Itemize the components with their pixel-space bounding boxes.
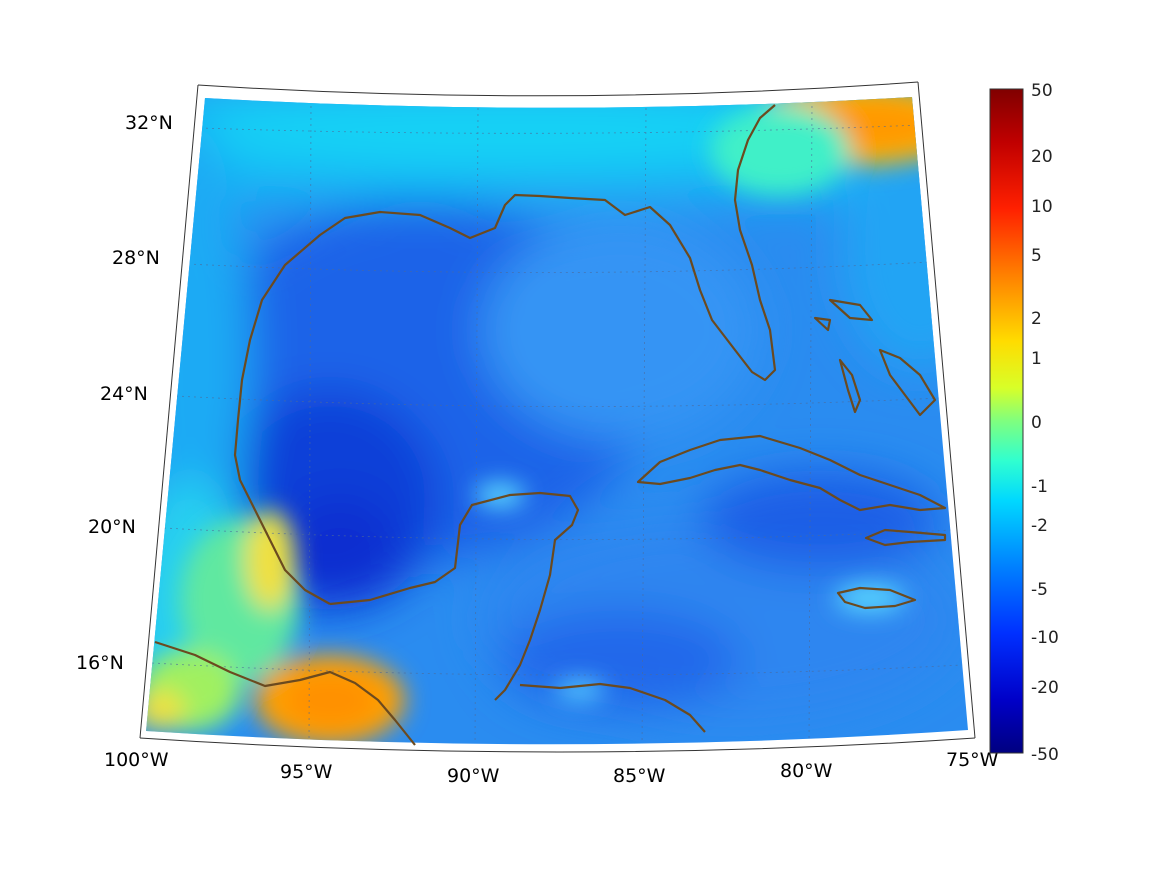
colorbar-label: -5 [1031, 580, 1048, 600]
lat-label-32: 32°N [125, 112, 173, 134]
lon-label-95: 95°W [280, 761, 333, 783]
lat-label-28: 28°N [112, 247, 160, 269]
colorbar-label: 1 [1031, 349, 1042, 369]
colorbar-label: -10 [1031, 628, 1059, 648]
colorbar-label: -2 [1031, 516, 1048, 536]
colorbar-label: 20 [1031, 147, 1053, 167]
graticule [151, 99, 963, 745]
colorbar-label: 2 [1031, 309, 1042, 329]
colorbar-label: -1 [1031, 477, 1048, 497]
map-outer-frame [139, 81, 976, 753]
heatmap-field [146, 97, 968, 745]
lat-label-24: 24°N [100, 383, 148, 405]
lon-tick-labels: 100°W 95°W 90°W 85°W 80°W 75°W [104, 749, 999, 787]
lon-label-90: 90°W [447, 765, 500, 787]
colorbar-label: 0 [1031, 413, 1042, 433]
colorbar-label: 50 [1031, 81, 1053, 101]
colorbar-gradient [989, 88, 1024, 754]
lat-label-16: 16°N [76, 652, 124, 674]
lon-label-100: 100°W [104, 749, 169, 771]
colorbar-label: -50 [1031, 745, 1059, 765]
lon-label-85: 85°W [613, 765, 666, 787]
lat-label-20: 20°N [88, 516, 136, 538]
colorbar-label: 5 [1031, 246, 1042, 266]
lon-label-80: 80°W [780, 760, 833, 782]
colorbar-label: -20 [1031, 678, 1059, 698]
lat-tick-labels: 32°N 28°N 24°N 20°N 16°N [76, 112, 173, 674]
coastlines [154, 104, 947, 746]
lon-label-75: 75°W [946, 749, 999, 771]
colorbar-label: 10 [1031, 197, 1053, 217]
